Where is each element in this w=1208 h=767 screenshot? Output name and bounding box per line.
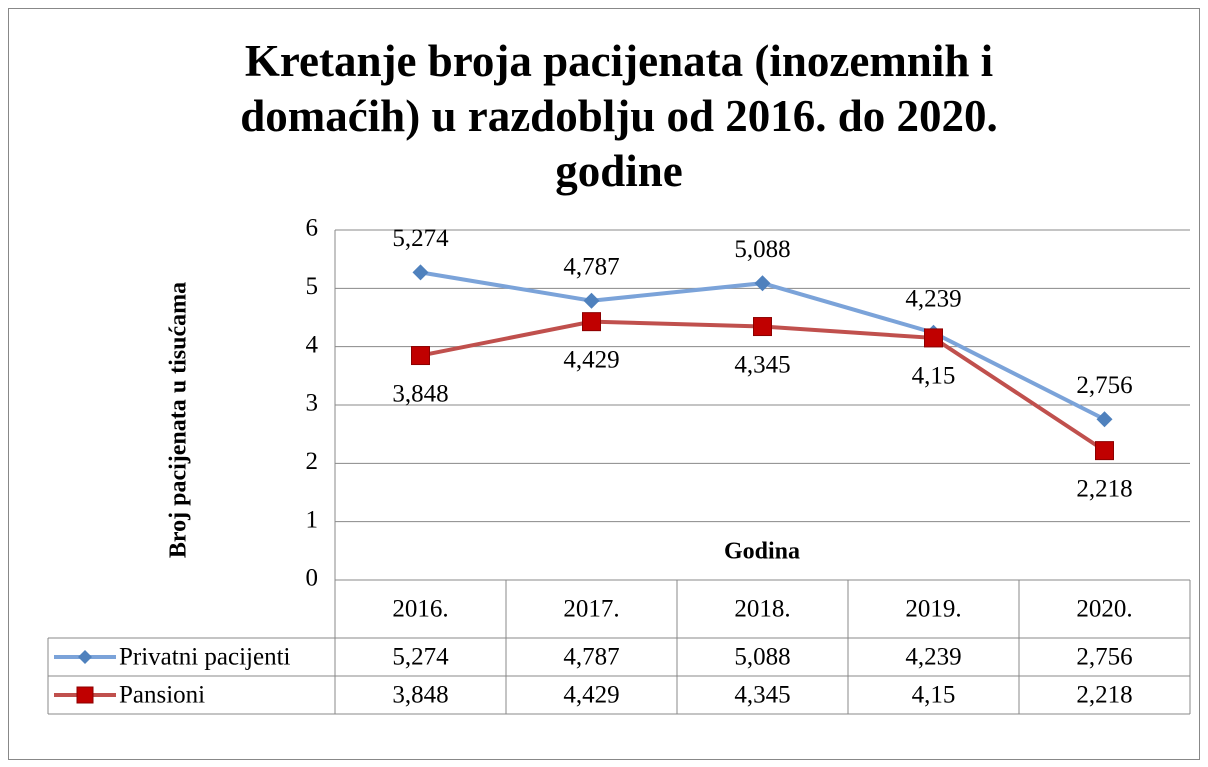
- marker: [753, 317, 772, 337]
- table-cell: 5,088: [734, 644, 790, 671]
- data-label: 4,345: [734, 351, 790, 378]
- data-label: 3,848: [392, 380, 448, 407]
- table-cell: 4,787: [563, 644, 619, 671]
- table-cell: 2,218: [1076, 682, 1132, 709]
- y-tick-label: 4: [306, 331, 319, 358]
- data-label: 2,218: [1076, 475, 1132, 502]
- table-cell: 4,429: [563, 682, 619, 709]
- data-label: 4,787: [563, 253, 619, 280]
- marker: [754, 275, 771, 292]
- chart-frame: [8, 8, 1200, 760]
- data-label: 4,15: [912, 363, 956, 390]
- y-tick-label: 1: [306, 506, 319, 533]
- marker: [411, 346, 430, 366]
- table-cell: 4,15: [912, 682, 956, 709]
- marker: [78, 650, 92, 664]
- data-label: 4,239: [905, 285, 961, 312]
- series-line: [420, 319, 1106, 453]
- table-cell: 4,345: [734, 682, 790, 709]
- x-tick-label: 2017.: [563, 596, 619, 623]
- legend-label: Pansioni: [119, 682, 205, 709]
- data-label: 4,429: [563, 346, 619, 373]
- y-axis-label: Broj pacijenata u tisućama: [166, 282, 192, 558]
- table-cell: 3,848: [392, 682, 448, 709]
- marker: [76, 686, 94, 704]
- series-line: [420, 270, 1106, 422]
- x-tick-label: 2018.: [734, 596, 790, 623]
- y-tick-label: 2: [306, 448, 319, 475]
- table-cell: 4,239: [905, 644, 961, 671]
- y-tick-label: 5: [306, 273, 319, 300]
- marker: [412, 264, 429, 281]
- data-label: 5,274: [392, 225, 449, 252]
- x-tick-label: 2016.: [392, 596, 448, 623]
- y-tick-label: 6: [306, 215, 319, 242]
- chart-title: Kretanje broja pacijenata (inozemnih i d…: [240, 36, 998, 196]
- marker: [924, 328, 943, 348]
- data-label: 5,088: [734, 236, 790, 263]
- legend-label: Privatni pacijenti: [119, 644, 291, 671]
- x-tick-label: 2019.: [905, 596, 961, 623]
- x-tick-label: 2020.: [1076, 596, 1132, 623]
- x-axis-label: Godina: [724, 539, 800, 565]
- data-label: 2,756: [1076, 372, 1132, 399]
- marker: [1096, 411, 1113, 428]
- marker: [582, 312, 601, 332]
- table-cell: 2,756: [1076, 644, 1132, 671]
- y-tick-label: 3: [306, 390, 319, 417]
- table-cell: 5,274: [392, 644, 449, 671]
- marker: [1095, 441, 1114, 461]
- marker: [583, 292, 600, 309]
- y-tick-label: 0: [306, 565, 319, 592]
